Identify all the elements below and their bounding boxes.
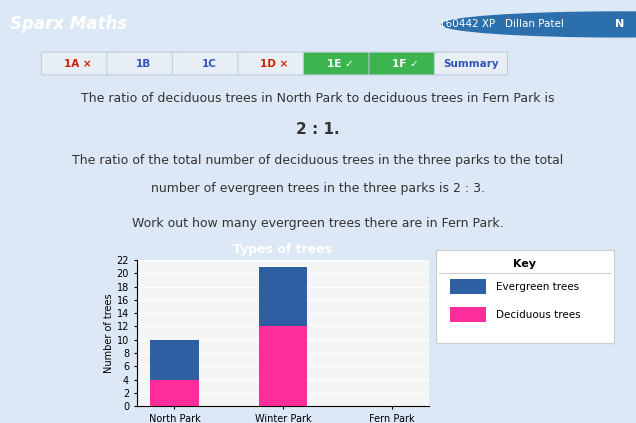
- Text: 1C: 1C: [202, 58, 216, 69]
- Y-axis label: Number of trees: Number of trees: [104, 293, 114, 373]
- Text: Deciduous trees: Deciduous trees: [496, 310, 581, 320]
- Text: Evergreen trees: Evergreen trees: [496, 282, 579, 292]
- FancyBboxPatch shape: [107, 52, 180, 75]
- Text: The ratio of deciduous trees in North Park to deciduous trees in Fern Park is: The ratio of deciduous trees in North Pa…: [81, 92, 555, 105]
- Text: number of evergreen trees in the three parks is 2 : 3.: number of evergreen trees in the three p…: [151, 182, 485, 195]
- Text: 2 : 1.: 2 : 1.: [296, 122, 340, 137]
- Text: The ratio of the total number of deciduous trees in the three parks to the total: The ratio of the total number of deciduo…: [73, 154, 563, 167]
- Bar: [450, 279, 485, 294]
- FancyBboxPatch shape: [303, 52, 377, 75]
- Bar: [259, 327, 307, 406]
- Text: 160442 XP   Dillan Patel: 160442 XP Dillan Patel: [439, 19, 563, 30]
- Text: 1D ×: 1D ×: [260, 58, 289, 69]
- Text: 1F ✓: 1F ✓: [392, 58, 419, 69]
- Bar: [150, 340, 199, 379]
- Text: 1B: 1B: [136, 58, 151, 69]
- FancyBboxPatch shape: [238, 52, 311, 75]
- Text: Key: Key: [513, 259, 536, 269]
- Bar: [450, 307, 485, 322]
- FancyBboxPatch shape: [369, 52, 442, 75]
- Text: Sparx Maths: Sparx Maths: [10, 15, 127, 33]
- FancyBboxPatch shape: [41, 52, 114, 75]
- FancyBboxPatch shape: [434, 52, 508, 75]
- Text: Summary: Summary: [443, 58, 499, 69]
- Circle shape: [442, 12, 636, 37]
- Text: 1A ×: 1A ×: [64, 58, 92, 69]
- Text: 1E ✓: 1E ✓: [326, 58, 354, 69]
- FancyBboxPatch shape: [172, 52, 245, 75]
- Text: N: N: [616, 19, 625, 30]
- Bar: [259, 267, 307, 327]
- Bar: [150, 379, 199, 406]
- Text: Types of trees: Types of trees: [233, 243, 333, 255]
- Text: Work out how many evergreen trees there are in Fern Park.: Work out how many evergreen trees there …: [132, 217, 504, 230]
